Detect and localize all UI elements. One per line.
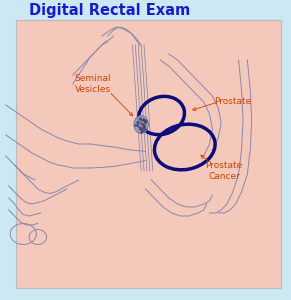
Text: Digital Rectal Exam: Digital Rectal Exam	[29, 3, 190, 18]
Ellipse shape	[134, 116, 148, 134]
FancyBboxPatch shape	[16, 20, 281, 288]
Text: Seminal
Vesicles: Seminal Vesicles	[75, 74, 111, 94]
Text: Prostate: Prostate	[214, 98, 251, 106]
Text: Prostate
Cancer: Prostate Cancer	[205, 161, 243, 181]
